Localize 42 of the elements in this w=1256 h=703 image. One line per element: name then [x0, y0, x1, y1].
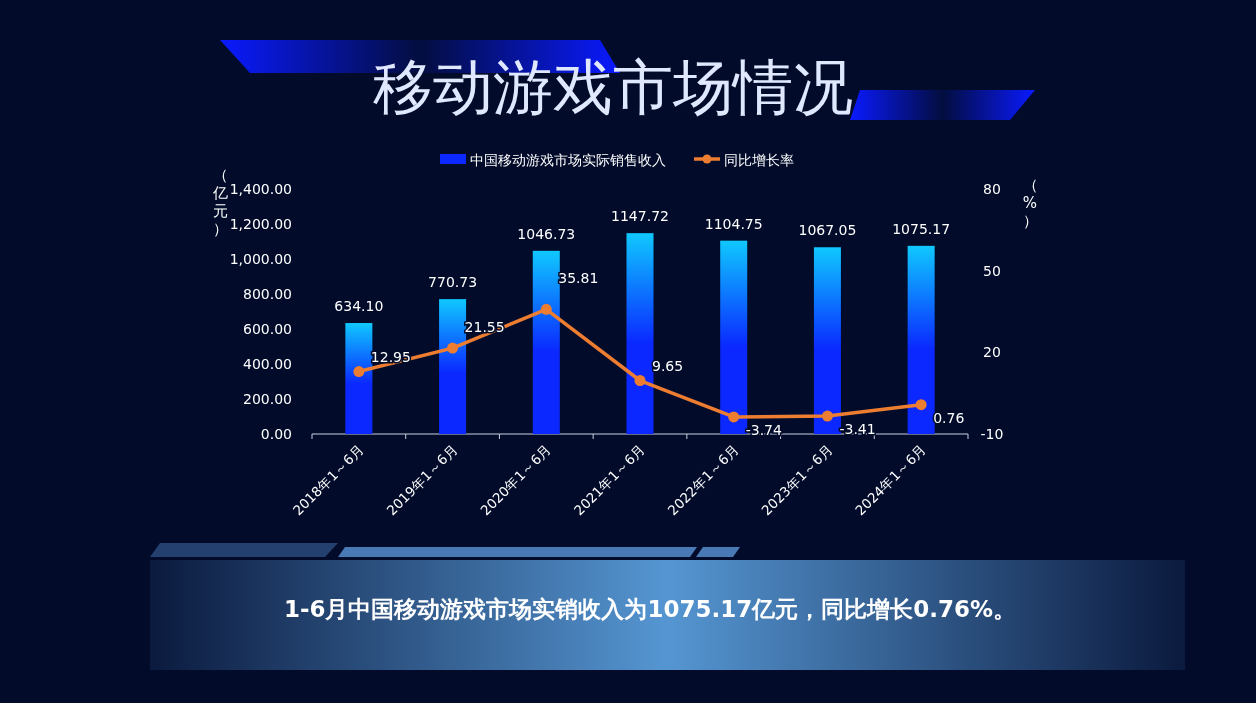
point — [821, 410, 833, 422]
y2-axis-title: （%） — [1022, 176, 1038, 230]
data-label: 770.73 — [428, 274, 478, 291]
data-label: 12.95 — [370, 348, 411, 365]
legend-label: 中国移动游戏市场实际销售收入 — [470, 152, 666, 168]
y2-tick-label: 20 — [983, 344, 1001, 361]
bar — [720, 240, 748, 434]
y-tick-label: 400.00 — [243, 356, 292, 372]
data-label: 634.10 — [334, 298, 384, 315]
data-label: 1067.05 — [798, 222, 857, 239]
point — [447, 342, 459, 354]
data-label: 1104.75 — [704, 215, 763, 232]
bar — [626, 233, 654, 434]
point — [728, 411, 740, 423]
y-tick-label: 200.00 — [243, 391, 292, 407]
bar — [907, 245, 935, 434]
point — [353, 366, 365, 378]
bar — [532, 250, 560, 434]
text: 1-6月中国移动游戏市场实销收入为1075.17亿元，同比增长0.76%。 — [283, 596, 1017, 622]
point — [540, 303, 552, 315]
y-tick-label: 1,400.00 — [229, 181, 292, 197]
bar — [345, 323, 373, 434]
bar — [813, 247, 841, 434]
point — [915, 399, 927, 411]
y-tick-label: 0.00 — [260, 426, 292, 442]
y2-tick-label: -10 — [980, 426, 1004, 442]
data-label: 1046.73 — [517, 225, 576, 242]
y-axis-title: （亿元） — [211, 166, 228, 238]
point — [634, 375, 646, 387]
y-tick-label: 600.00 — [243, 321, 292, 337]
legend-label: 同比增长率 — [724, 152, 794, 168]
data-label: 1147.72 — [611, 208, 669, 225]
y2-tick-label: 50 — [983, 262, 1001, 279]
chart-title: 移动游戏市场情况 — [373, 52, 853, 122]
y-tick-label: 1,000.00 — [229, 251, 292, 267]
y-tick-label: 800.00 — [243, 286, 292, 302]
y-tick-label: 1,200.00 — [229, 216, 292, 232]
y2-tick-label: 80 — [983, 181, 1001, 197]
data-label: 1075.17 — [892, 220, 951, 237]
data-label: 9.65 — [652, 357, 684, 374]
data-label: 0.76 — [933, 409, 965, 426]
bar — [439, 299, 467, 434]
